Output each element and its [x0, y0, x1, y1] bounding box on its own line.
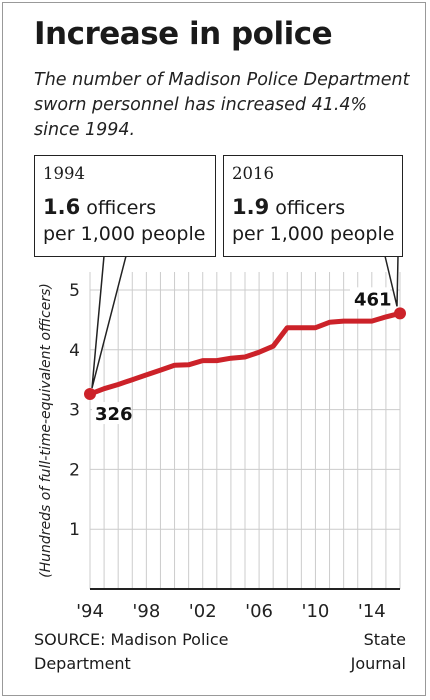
x-tick-label: '06 — [245, 601, 273, 622]
callout-rate: 1.6 — [43, 195, 81, 219]
callout-unit: officers — [86, 197, 157, 219]
endpoint-marker — [84, 388, 96, 401]
graphic-frame — [2, 2, 426, 696]
chart-series — [84, 307, 406, 401]
x-tick-label: '14 — [358, 601, 386, 622]
callout-year: 2016 — [232, 164, 274, 183]
x-tick-label: '94 — [76, 601, 104, 622]
chart-grid — [89, 272, 401, 589]
callout-rate: 1.9 — [232, 195, 270, 219]
chart-labels: 1 2 3 4 5 '94 '98 '02 '06 '10 '14 (Hundreds of full… — [38, 281, 392, 622]
callout-unit: officers — [275, 197, 346, 219]
data-label-bg — [350, 287, 390, 310]
y-tick-label: 2 — [69, 460, 80, 480]
chart-subtitle: The number of Madison Police Department … — [34, 70, 410, 140]
x-tick-label: '98 — [132, 601, 160, 622]
y-tick-label: 4 — [69, 341, 80, 361]
y-axis-title: (Hundreds of full-time-equivalent office… — [38, 283, 54, 578]
callout-1994: 1994 1.6 officers per 1,000 people — [34, 155, 216, 257]
chart-title: Increase in police — [34, 16, 333, 52]
callout-per-capita: per 1,000 people — [43, 223, 206, 245]
credit: State Journal — [350, 630, 406, 673]
data-label-1994: 326 — [95, 404, 133, 425]
series-line — [87, 310, 403, 397]
data-label-bg — [92, 402, 130, 425]
callout-per-capita: per 1,000 people — [232, 223, 395, 245]
callout-2016: 2016 1.9 officers per 1,000 people — [223, 155, 403, 257]
callout-year: 1994 — [43, 164, 85, 183]
y-tick-label: 1 — [69, 520, 80, 540]
y-tick-label: 3 — [69, 401, 80, 421]
y-tick-label: 5 — [69, 281, 80, 301]
data-label-2016: 461 — [354, 289, 392, 310]
source-note: SOURCE: Madison Police Department — [34, 630, 229, 673]
x-tick-label: '10 — [302, 601, 330, 622]
endpoint-marker — [394, 307, 406, 320]
callout-pointer-1994 — [91, 255, 127, 389]
x-tick-label: '02 — [189, 601, 217, 622]
